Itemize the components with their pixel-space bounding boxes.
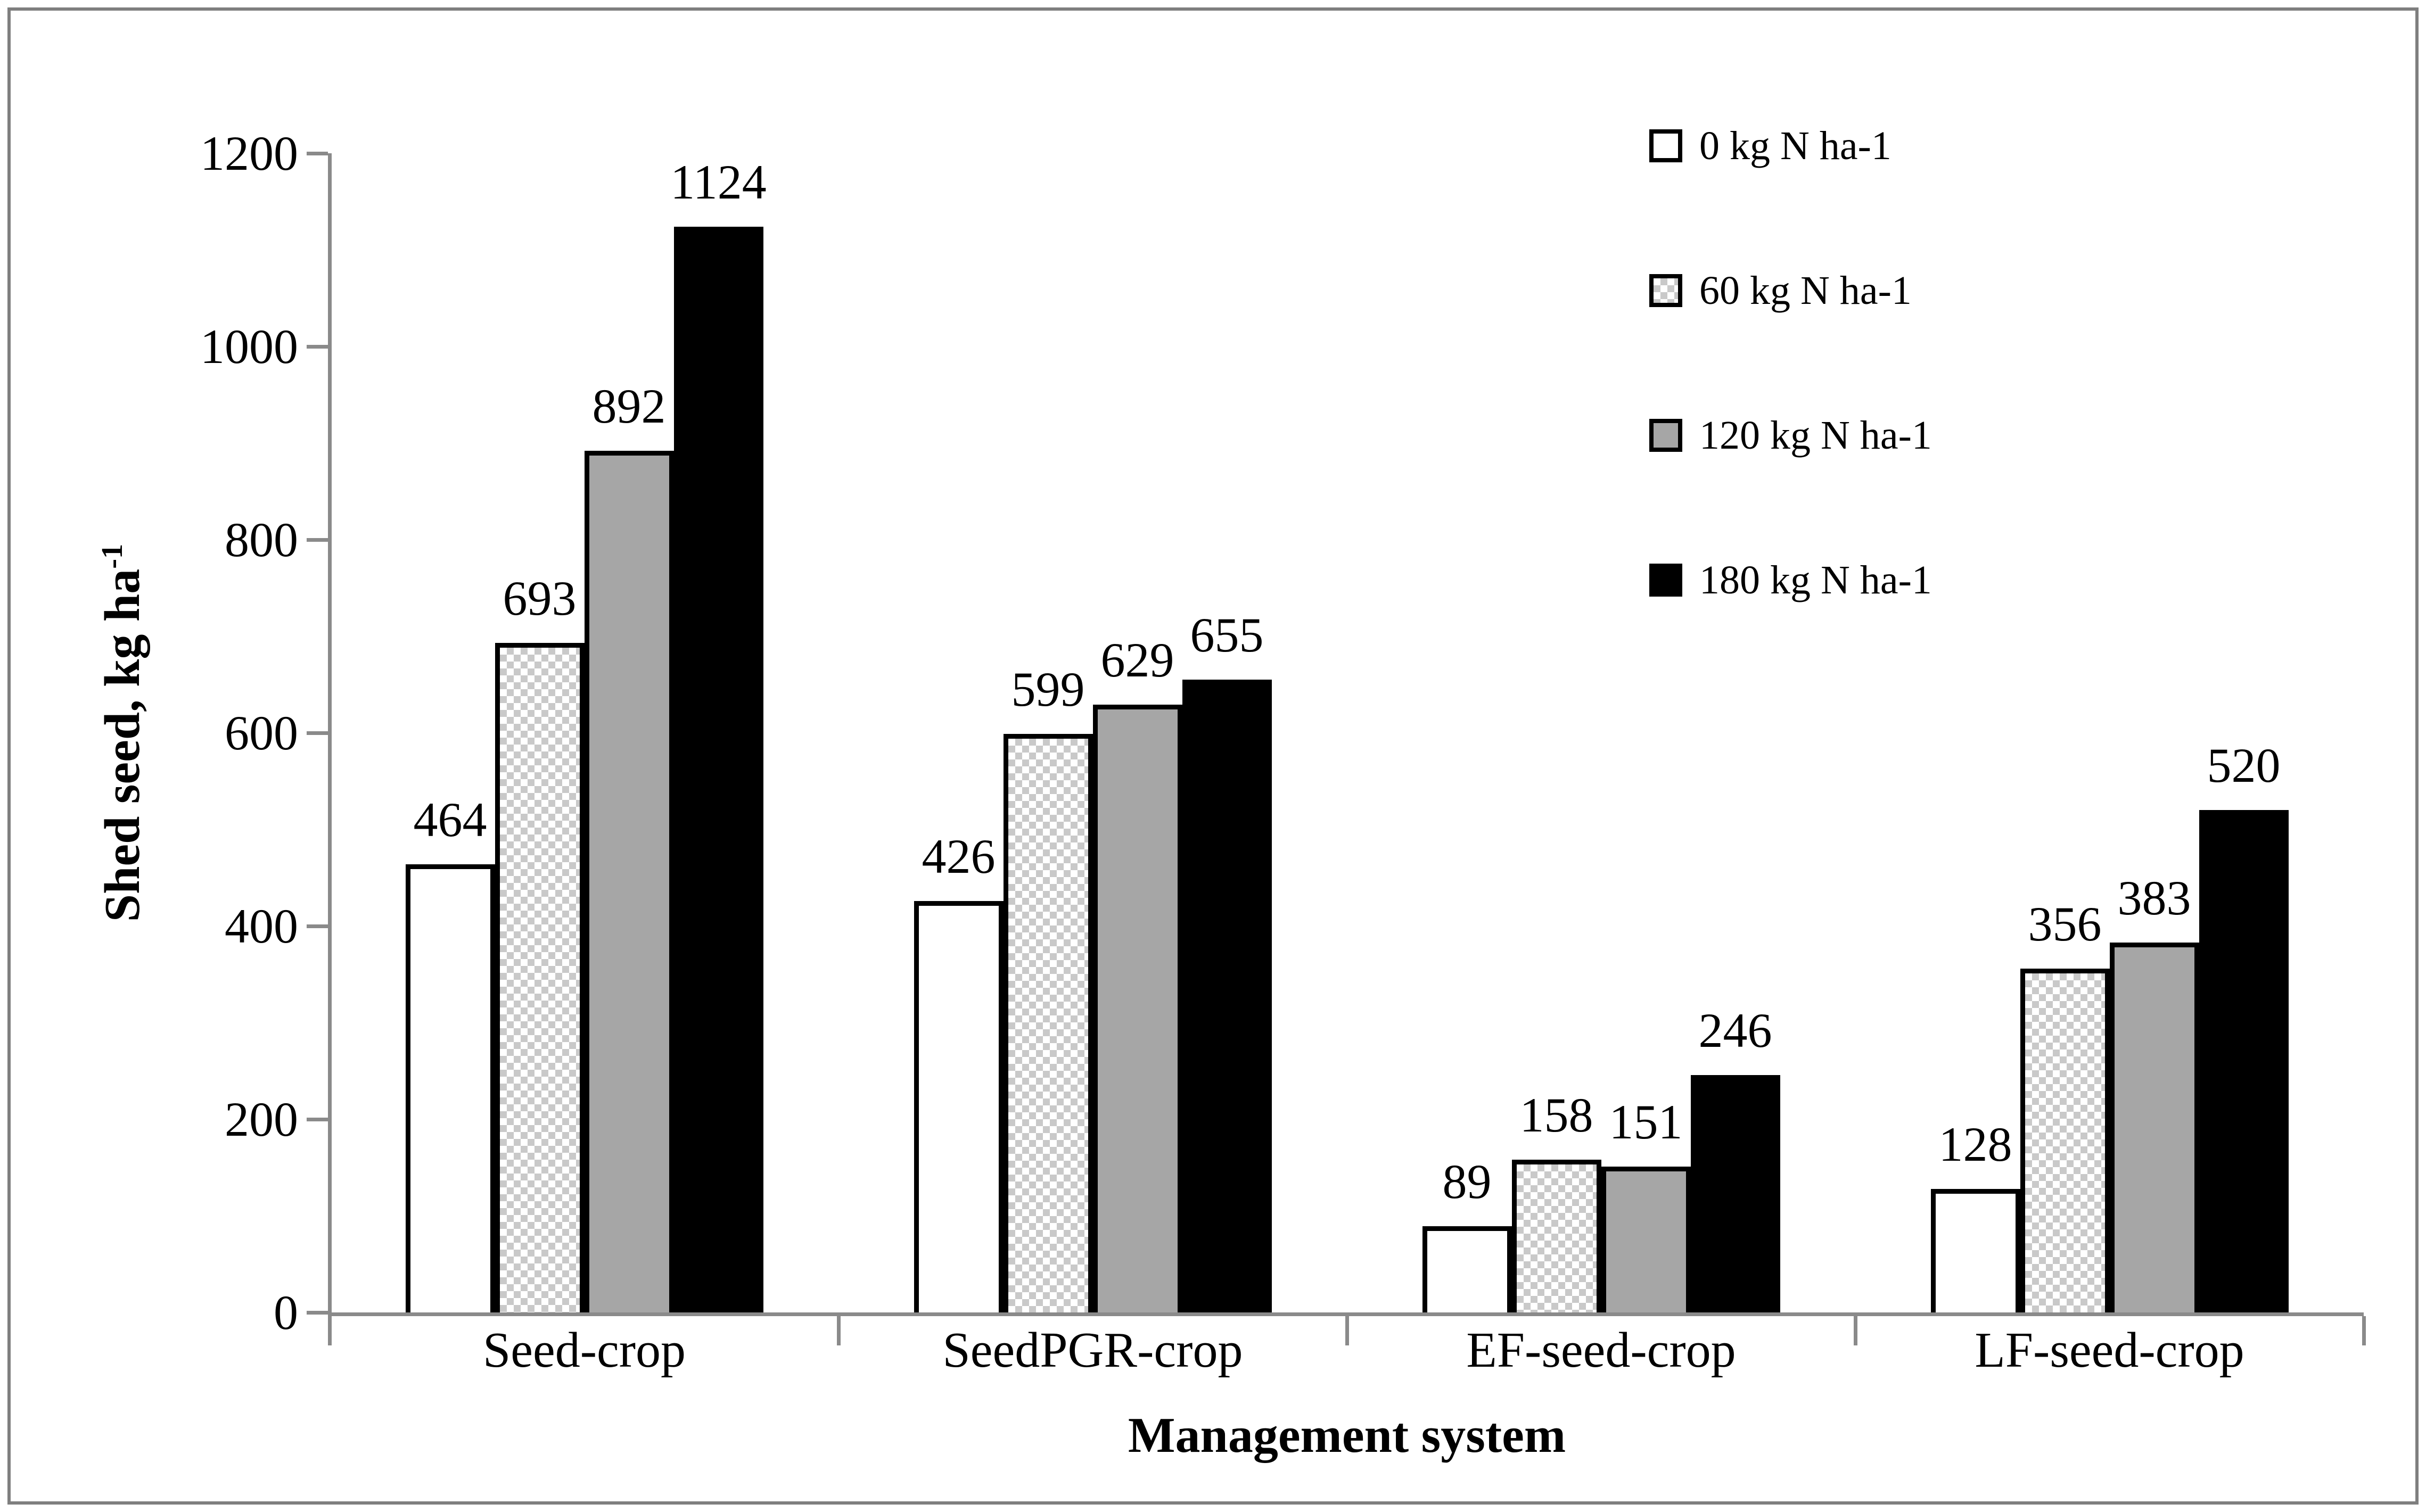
- bar-value-label: 356: [2028, 897, 2102, 951]
- bar-fill-solid: [1092, 705, 1182, 1312]
- y-tick-label-200: 200: [225, 1092, 298, 1146]
- bar-fill-checker: [495, 643, 585, 1312]
- bar-value-label: 246: [1698, 1003, 1772, 1057]
- y-tick-800: [307, 538, 328, 542]
- bar-seedpgr-crop-0-kg-n-ha-1: 426: [914, 832, 1004, 1312]
- bar-seedpgr-crop-180-kg-n-ha-1: 655: [1182, 610, 1272, 1312]
- y-tick-label-600: 600: [225, 706, 298, 760]
- bar-lf-seed-crop-0-kg-n-ha-1: 128: [1930, 1120, 2020, 1312]
- bar-ef-seed-crop-180-kg-n-ha-1: 246: [1690, 1006, 1780, 1312]
- x-tick-2: [1345, 1316, 1349, 1345]
- plot-area: 0 200 400 600 800 1000 1200 464 693 892 1124 426 59…: [200, 129, 2366, 1378]
- category-label-lf-seed-crop: LF-seed-crop: [1975, 1323, 2244, 1378]
- category-label-seedpgr-crop: SeedPGR-crop: [942, 1323, 1243, 1378]
- legend-swatch-solid-icon: [1649, 419, 1682, 452]
- legend-item-180-kg-n-ha-1: 180 kg N ha-1: [1649, 560, 1932, 600]
- bar-fill-solid: [1182, 680, 1272, 1312]
- bar-fill-solid: [1601, 1167, 1691, 1312]
- legend-label: 0 kg N ha-1: [1699, 123, 1892, 168]
- bar-seedpgr-crop-120-kg-n-ha-1: 629: [1092, 635, 1182, 1312]
- y-axis-title: Shed seed, kg ha-1: [95, 543, 150, 922]
- group-seedpgr-crop: 426 599 629 655: [838, 153, 1347, 1312]
- bar-value-label: 520: [2207, 738, 2281, 792]
- y-tick-0: [307, 1311, 328, 1315]
- bar-seedpgr-crop-60-kg-n-ha-1: 599: [1003, 665, 1093, 1312]
- bar-value-label: 89: [1442, 1154, 1492, 1209]
- legend-label: 120 kg N ha-1: [1699, 413, 1932, 458]
- bar-value-label: 464: [413, 792, 487, 847]
- x-axis-title: Management system: [1128, 1408, 1566, 1463]
- bar-fill-checker: [1003, 734, 1093, 1312]
- y-axis-title-superscript: -1: [95, 543, 129, 569]
- bar-fill-solid: [2199, 810, 2289, 1312]
- y-tick-label-1200: 1200: [200, 126, 298, 180]
- x-tick-4: [2362, 1316, 2366, 1345]
- legend-label: 180 kg N ha-1: [1699, 558, 1932, 602]
- bar-value-label: 693: [503, 571, 577, 625]
- bar-ef-seed-crop-120-kg-n-ha-1: 151: [1601, 1097, 1691, 1312]
- figure-frame: Shed seed, kg ha-1 0 200 400 600 800 1000 1200…: [7, 7, 2419, 1505]
- y-tick-1000: [307, 345, 328, 349]
- y-axis-line: [328, 153, 332, 1345]
- category-label-ef-seed-crop: EF-seed-crop: [1466, 1323, 1736, 1378]
- bar-value-label: 426: [922, 829, 996, 883]
- legend: 0 kg N ha-1 60 kg N ha-1 120 kg N ha-1 180 …: [1649, 126, 1932, 600]
- legend-swatch-checker-icon: [1649, 274, 1682, 307]
- y-tick-label-1000: 1000: [200, 319, 298, 374]
- bar-lf-seed-crop-180-kg-n-ha-1: 520: [2199, 741, 2289, 1312]
- bar-value-label: 1124: [670, 155, 767, 209]
- bar-value-label: 383: [2117, 871, 2191, 925]
- bar-seed-crop-0-kg-n-ha-1: 464: [405, 795, 495, 1312]
- bar-fill-white: [1422, 1226, 1512, 1312]
- y-tick-200: [307, 1118, 328, 1121]
- x-axis-line: [328, 1312, 2364, 1316]
- y-tick-1200: [307, 152, 328, 155]
- bar-value-label: 655: [1190, 608, 1264, 662]
- legend-label: 60 kg N ha-1: [1699, 268, 1912, 313]
- y-tick-600: [307, 731, 328, 735]
- group-lf-seed-crop: 128 356 383 520: [1855, 153, 2364, 1312]
- bar-seed-crop-180-kg-n-ha-1: 1124: [670, 158, 767, 1312]
- bar-seed-crop-60-kg-n-ha-1: 693: [495, 574, 585, 1312]
- y-tick-label-400: 400: [225, 899, 298, 953]
- bar-fill-solid: [673, 227, 763, 1312]
- category-label-seed-crop: Seed-crop: [482, 1323, 686, 1378]
- bar-value-label: 158: [1519, 1088, 1593, 1142]
- legend-item-0-kg-n-ha-1: 0 kg N ha-1: [1649, 126, 1932, 166]
- x-tick-3: [1854, 1316, 1857, 1345]
- y-tick-label-800: 800: [225, 513, 298, 567]
- bar-fill-solid: [584, 451, 674, 1312]
- bar-fill-white: [1930, 1189, 2020, 1312]
- legend-swatch-solid-icon: [1649, 564, 1682, 597]
- bar-fill-checker: [2020, 969, 2110, 1312]
- bar-lf-seed-crop-120-kg-n-ha-1: 383: [2109, 873, 2199, 1312]
- y-tick-label-0: 0: [274, 1285, 298, 1340]
- bar-value-label: 128: [1938, 1117, 2012, 1171]
- bar-lf-seed-crop-60-kg-n-ha-1: 356: [2020, 899, 2110, 1312]
- y-tick-400: [307, 924, 328, 928]
- bar-fill-white: [405, 864, 495, 1312]
- group-seed-crop: 464 693 892 1124: [330, 153, 838, 1312]
- bar-fill-solid: [2109, 943, 2199, 1312]
- legend-item-60-kg-n-ha-1: 60 kg N ha-1: [1649, 270, 1932, 311]
- bar-seed-crop-120-kg-n-ha-1: 892: [584, 382, 674, 1312]
- legend-swatch-white-icon: [1649, 129, 1682, 162]
- x-tick-1: [837, 1316, 841, 1345]
- y-axis-title-text: Shed seed, kg ha: [95, 568, 150, 922]
- group-ef-seed-crop: 89 158 151 246: [1347, 153, 1855, 1312]
- bar-value-label: 629: [1100, 633, 1174, 687]
- bar-fill-white: [914, 901, 1004, 1312]
- legend-item-120-kg-n-ha-1: 120 kg N ha-1: [1649, 415, 1932, 456]
- bar-fill-checker: [1511, 1160, 1601, 1312]
- bar-value-label: 151: [1609, 1095, 1683, 1149]
- bar-fill-solid: [1690, 1075, 1780, 1312]
- bar-ef-seed-crop-0-kg-n-ha-1: 89: [1422, 1157, 1512, 1312]
- bar-value-label: 892: [592, 379, 666, 433]
- bar-value-label: 599: [1011, 662, 1085, 716]
- bar-ef-seed-crop-60-kg-n-ha-1: 158: [1511, 1090, 1601, 1312]
